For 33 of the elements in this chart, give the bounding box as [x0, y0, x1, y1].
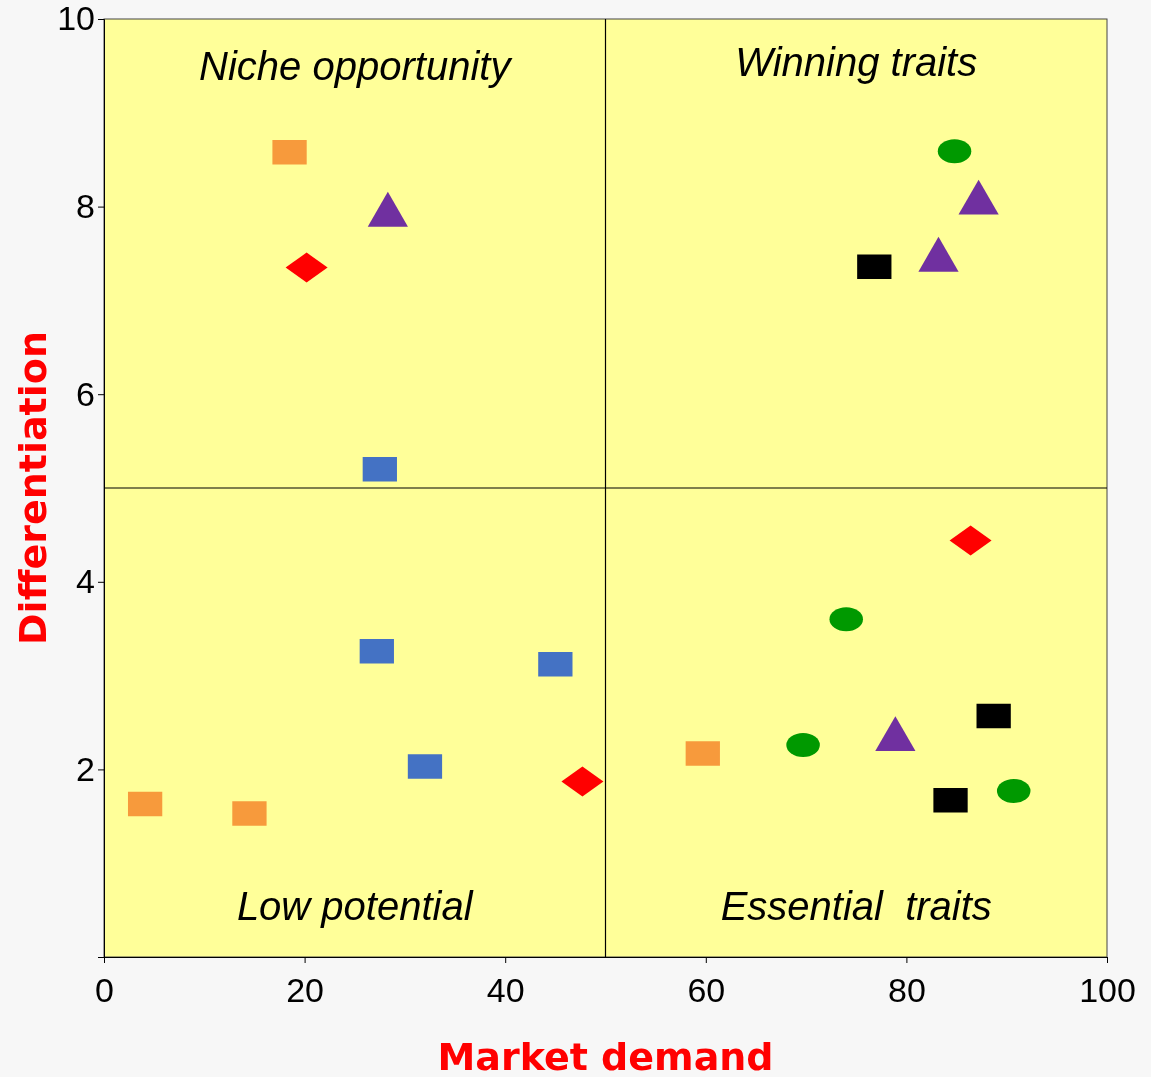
x-tick-label: 60: [687, 970, 726, 1009]
point: [685, 741, 720, 766]
y-tick-label: 10: [57, 0, 95, 38]
annotation: Essential traits: [720, 884, 992, 928]
y-tick-label: 2: [76, 749, 95, 788]
point: [538, 652, 573, 677]
point: [127, 791, 163, 817]
y-tick-label: 6: [76, 374, 95, 413]
point: [976, 703, 1011, 729]
point: [857, 254, 892, 279]
x-tick-label: 0: [95, 970, 114, 1009]
annotation: Low potential: [236, 884, 474, 928]
point: [949, 525, 992, 556]
point: [937, 139, 972, 164]
x-tick-label: 100: [1079, 970, 1136, 1009]
x-tick-label: 40: [486, 970, 525, 1009]
point: [285, 252, 328, 283]
x-tick-label: 80: [887, 970, 926, 1009]
point: [232, 801, 267, 826]
y-axis-title: Differentiation: [11, 331, 55, 645]
point: [272, 139, 307, 165]
x-axis-title: Market demand: [437, 1035, 774, 1077]
point: [362, 456, 397, 482]
annotation: Winning traits: [735, 40, 978, 84]
point: [561, 766, 604, 797]
point: [933, 788, 968, 813]
annotation: Niche opportunity: [199, 44, 514, 88]
x-tick-label: 20: [286, 970, 325, 1009]
point: [359, 638, 394, 664]
point: [829, 607, 863, 632]
y-tick-label: 4: [76, 562, 95, 601]
point: [786, 733, 820, 757]
y-tick-label: 8: [76, 186, 95, 225]
